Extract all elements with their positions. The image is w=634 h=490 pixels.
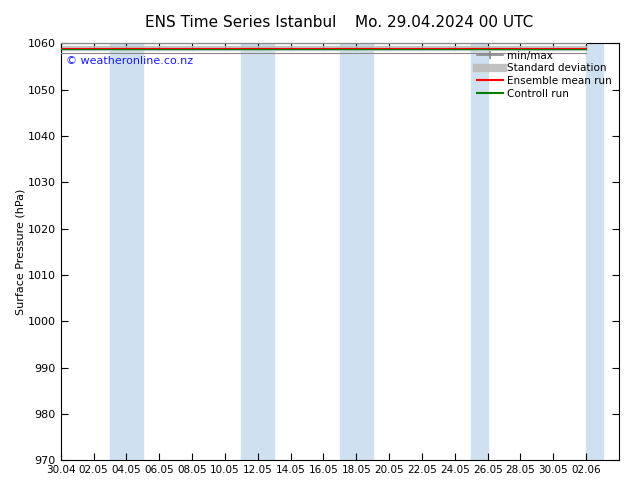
- Text: Mo. 29.04.2024 00 UTC: Mo. 29.04.2024 00 UTC: [354, 15, 533, 30]
- Bar: [471, 44, 488, 460]
- Bar: [586, 44, 602, 460]
- Y-axis label: Surface Pressure (hPa): Surface Pressure (hPa): [15, 189, 25, 315]
- Bar: [340, 44, 373, 460]
- Legend: min/max, Standard deviation, Ensemble mean run, Controll run: min/max, Standard deviation, Ensemble me…: [475, 49, 614, 100]
- Bar: [110, 44, 143, 460]
- Bar: [242, 44, 275, 460]
- Text: ENS Time Series Istanbul: ENS Time Series Istanbul: [145, 15, 337, 30]
- Text: © weatheronline.co.nz: © weatheronline.co.nz: [67, 56, 193, 66]
